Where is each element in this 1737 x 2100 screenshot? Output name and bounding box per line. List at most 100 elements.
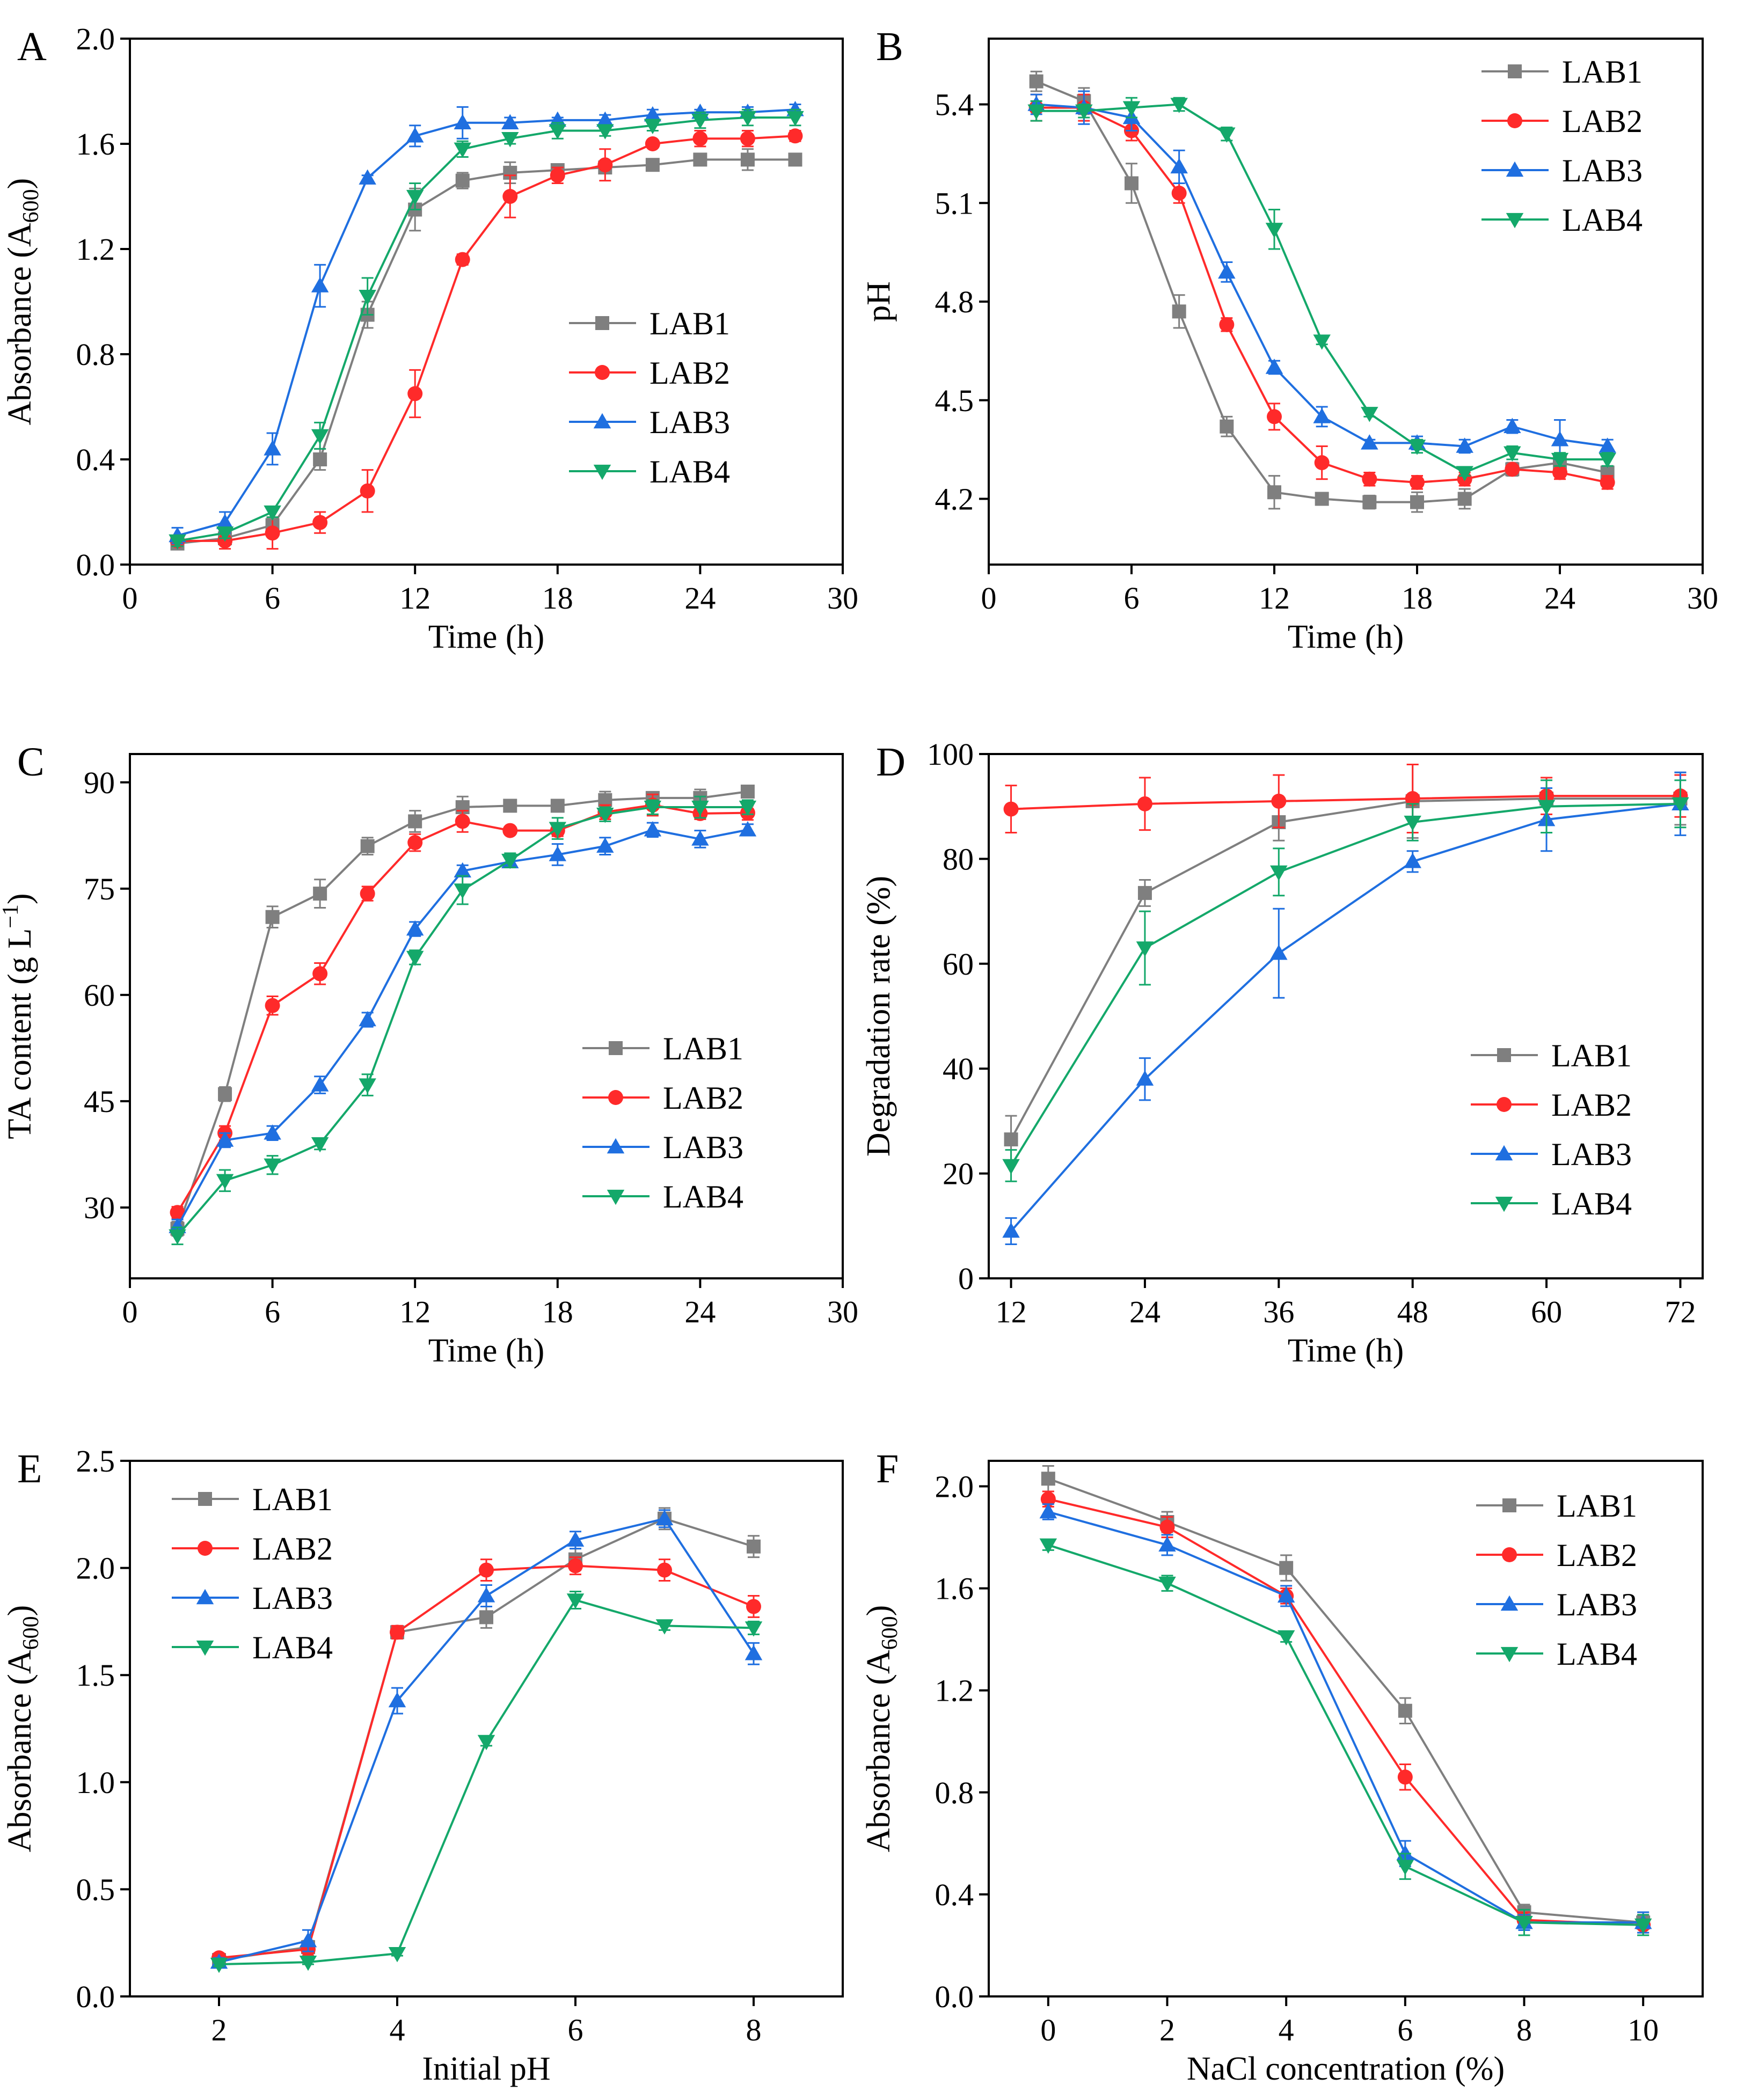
legend: LAB1 LAB2 LAB3 LAB4 (1471, 1038, 1632, 1221)
data-point (299, 1955, 317, 1971)
data-point (1041, 1472, 1055, 1486)
data-point (1277, 1630, 1295, 1646)
data-point (739, 111, 757, 127)
data-point (787, 128, 803, 144)
legend-marker (1506, 213, 1524, 229)
data-point (1361, 434, 1378, 450)
x-tick-label: 0 (122, 1294, 138, 1329)
data-point (549, 124, 567, 140)
data-point (788, 152, 802, 167)
data-point (313, 887, 327, 901)
data-point (1405, 791, 1420, 807)
data-point (264, 1124, 281, 1140)
y-tick-label: 100 (927, 737, 974, 772)
legend-marker (198, 1492, 212, 1506)
y-axis-label: Absorbance (A600) (860, 1605, 902, 1853)
x-tick-label: 30 (827, 1294, 858, 1329)
data-point (1397, 1769, 1413, 1785)
y-tick-label: 60 (943, 947, 974, 982)
legend-marker (196, 1640, 214, 1656)
data-point (1137, 796, 1152, 811)
legend-marker (1506, 161, 1524, 177)
data-point (1279, 1561, 1294, 1575)
legend-marker (1502, 1498, 1516, 1512)
panel-letter: E (17, 1446, 42, 1491)
data-point (1398, 1703, 1412, 1718)
data-point (645, 158, 660, 172)
y-axis-label: pH (860, 281, 897, 322)
y-tick-label: 4.5 (935, 383, 974, 418)
legend-marker (1507, 113, 1522, 128)
data-point (264, 505, 281, 521)
legend-marker (1502, 1547, 1517, 1562)
y-tick-label: 4.8 (935, 284, 974, 319)
legend-marker (198, 1541, 213, 1556)
data-point (568, 1558, 583, 1574)
data-point (1158, 1576, 1176, 1592)
data-point (216, 1131, 234, 1147)
x-tick-label: 0 (1040, 2013, 1056, 2047)
legend-marker (1500, 1595, 1519, 1611)
x-tick-label: 6 (1397, 2013, 1413, 2047)
x-tick-label: 0 (981, 581, 997, 616)
data-point (1075, 104, 1093, 120)
legend-label: LAB4 (1562, 202, 1643, 238)
x-tick-label: 30 (827, 581, 858, 616)
data-point (1505, 462, 1520, 477)
x-tick-label: 24 (1129, 1294, 1161, 1329)
data-point (745, 1621, 763, 1637)
data-point (1172, 304, 1186, 319)
data-point (745, 1645, 763, 1660)
y-axis-label: Absorbance (A600) (2, 178, 43, 426)
data-point (502, 823, 518, 838)
legend-label: LAB2 (663, 1080, 743, 1116)
y-tick-label: 0.4 (935, 1877, 974, 1912)
plot-frame (129, 753, 844, 1279)
y-tick-label: 0.0 (935, 1979, 974, 2014)
data-point (1027, 104, 1045, 120)
data-point (1267, 409, 1282, 425)
data-point (454, 142, 471, 158)
x-tick-label: 2 (1159, 2013, 1175, 2047)
legend-label: LAB3 (1557, 1587, 1637, 1622)
data-point (1313, 334, 1331, 350)
y-tick-label: 0.4 (76, 442, 115, 477)
data-point (739, 821, 757, 837)
legend: LAB1 LAB2 LAB3 LAB4 (1476, 1488, 1637, 1672)
data-point (359, 290, 376, 305)
y-tick-label: 1.2 (76, 232, 115, 267)
legend-label: LAB2 (649, 355, 730, 391)
y-tick-label: 0 (958, 1261, 974, 1296)
plot-frame (129, 38, 844, 566)
data-point (644, 119, 662, 134)
data-point (169, 1229, 186, 1245)
data-point (596, 808, 614, 823)
y-tick-label: 80 (943, 842, 974, 876)
data-point (1170, 98, 1188, 113)
x-tick-label: 0 (122, 581, 138, 616)
data-point (1170, 158, 1188, 174)
data-point (313, 452, 327, 466)
legend-marker (1495, 1145, 1513, 1161)
panel-b: 0 6 12 18 24 30 4.2 4.5 4.8 5.1 5.4 Time (h) pH B LAB1… (860, 24, 1718, 655)
x-tick-label: 30 (1687, 581, 1718, 616)
data-point (1265, 223, 1283, 238)
data-point (1551, 452, 1569, 469)
y-tick-label: 1.6 (935, 1571, 974, 1606)
data-point (549, 822, 567, 837)
panel-a: 0 6 12 18 24 30 0.0 0.4 0.8 1.2 1.6 2.0 Time (h) Abso… (2, 21, 858, 655)
data-point (1457, 492, 1472, 506)
y-axis-label: TA content (g L−1) (0, 893, 38, 1139)
legend-label: LAB3 (649, 405, 730, 440)
data-point (1218, 127, 1236, 143)
data-point (566, 1593, 585, 1609)
x-axis-label: Time (h) (428, 619, 544, 655)
data-point (1277, 1587, 1295, 1603)
data-point (1002, 1159, 1020, 1175)
y-tick-label: 5.1 (935, 186, 974, 221)
series-line (177, 116, 795, 542)
data-point (692, 131, 708, 147)
data-point (1220, 419, 1234, 434)
y-tick-label: 2.5 (76, 1444, 115, 1479)
data-point (360, 483, 375, 499)
